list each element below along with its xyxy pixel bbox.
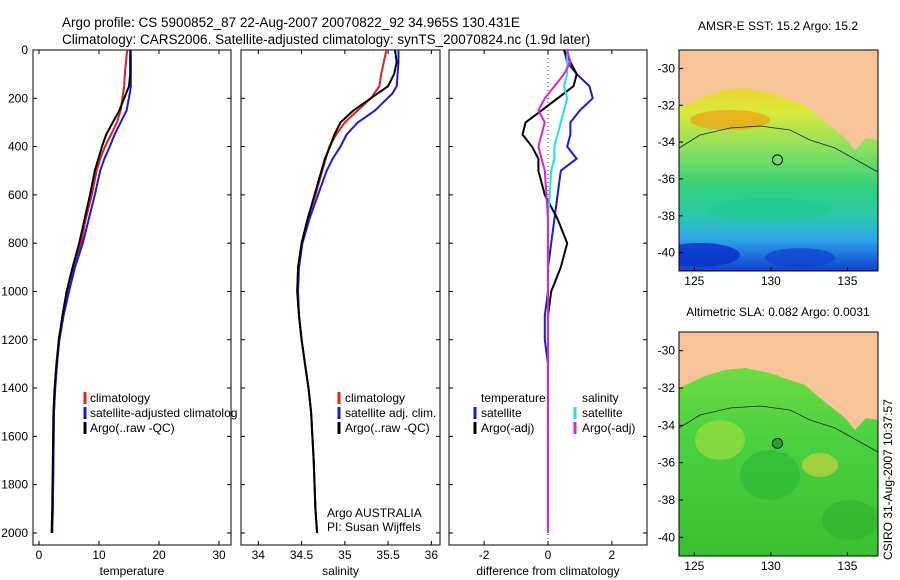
y-tick-label: -34	[658, 135, 676, 149]
sst-map-frame	[678, 49, 879, 272]
legend-label-temp-argo: Argo(-adj)	[481, 421, 534, 435]
y-tick-label: 0	[21, 43, 28, 57]
land-australia	[679, 332, 878, 430]
pi-label: PI: Susan Wijffels	[327, 520, 421, 534]
sla-high-patch	[802, 453, 838, 477]
salinity-legend: climatology satellite adj. clim. Argo(..…	[327, 391, 436, 534]
y-tick-label: 800	[8, 236, 28, 250]
shelf-contour	[679, 405, 878, 453]
series-line	[296, 49, 398, 533]
difference-legend: temperature satellite Argo(-adj) salinit…	[473, 391, 635, 435]
legend-label-climatology: climatology	[90, 391, 150, 405]
legend-label-argo: Argo(..raw -QC)	[345, 421, 430, 435]
x-tick-label: 34.5	[290, 548, 314, 562]
legend-label-temp-satellite: satellite	[481, 406, 522, 420]
y-tick-label: 1600	[1, 429, 28, 443]
difference-panel: -2 0 2 difference from climatology	[448, 49, 648, 578]
x-tick-label: -2	[479, 548, 490, 562]
float-owner-label: Argo AUSTRALIA	[327, 506, 422, 520]
y-tick-label: 1800	[1, 478, 28, 492]
sla-low-patch	[822, 500, 878, 540]
legend-title-salinity: salinity	[582, 391, 619, 405]
plot-frame	[240, 49, 441, 546]
shelf-contour	[679, 125, 878, 173]
x-tick-label: 36	[425, 548, 439, 562]
x-tick-label: 34	[252, 548, 266, 562]
series-line	[50, 50, 132, 533]
sst-map: 125 130 135 -30 -32 -34 -36 -38 -40	[658, 49, 879, 288]
land-australia	[679, 50, 878, 150]
plot-frame	[32, 49, 232, 546]
series-line	[521, 49, 578, 533]
x-tick-label: 130	[761, 559, 781, 573]
sla-map-axes: 125 130 135 -30 -32 -34 -36 -38 -40	[658, 344, 858, 573]
y-tick-label: 1400	[1, 381, 28, 395]
x-axis-label: salinity	[322, 564, 359, 578]
x-tick-label: 35.5	[376, 548, 400, 562]
figure-title-line2: Climatology: CARS2006. Satellite-adjuste…	[62, 32, 590, 47]
sla-map-frame	[678, 331, 879, 557]
legend-label-sal-satellite: satellite	[582, 406, 623, 420]
x-tick-label: 135	[837, 559, 857, 573]
y-tick-label: -40	[658, 530, 676, 544]
temperature-panel: 0 200 400 600 800 1000 1200 1400 1600 1800 2000 0 10…	[1, 43, 232, 578]
x-tick-label: 20	[152, 548, 166, 562]
sst-warm-patch	[690, 110, 770, 130]
x-tick-label: 130	[761, 274, 781, 288]
y-tick-label: -38	[658, 209, 676, 223]
sst-cold-patch	[765, 248, 835, 268]
y-tick-label: -38	[658, 493, 676, 507]
x-tick-label: 0	[36, 548, 43, 562]
y-tick-label: -34	[658, 418, 676, 432]
y-tick-label: 1000	[1, 284, 28, 298]
temperature-legend: climatology satellite-adjusted climatolo…	[83, 391, 237, 435]
sst-map-axes: 125 130 135 -30 -32 -34 -36 -38 -40	[658, 61, 858, 288]
series-line	[537, 49, 572, 533]
x-axis-label: difference from climatology	[476, 564, 619, 578]
y-tick-label: 2000	[1, 526, 28, 540]
y-tick-label: -40	[658, 246, 676, 260]
series-line	[51, 50, 132, 533]
side-timestamp: CSIRO 31-Aug-2007 10:37:57	[881, 399, 895, 560]
figure-title-line1: Argo profile: CS 5900852_87 22-Aug-2007 …	[62, 15, 520, 30]
argo-float-marker	[771, 154, 783, 166]
x-tick-label: 30	[212, 548, 226, 562]
x-axis-label: temperature	[100, 564, 165, 578]
sla-high-patch	[695, 420, 745, 460]
y-tick-label: -36	[658, 456, 676, 470]
x-tick-label: 0	[545, 548, 552, 562]
y-tick-label: -32	[658, 98, 676, 112]
x-tick-label: 135	[837, 274, 857, 288]
y-tick-label: 600	[8, 188, 28, 202]
y-tick-label: 200	[8, 91, 28, 105]
series-line	[51, 49, 129, 533]
sst-map-title: AMSR-E SST: 15.2 Argo: 15.2	[698, 19, 858, 33]
legend-label-argo: Argo(..raw -QC)	[90, 421, 175, 435]
legend-label-sal-argo: Argo(-adj)	[582, 421, 635, 435]
salinity-panel: 34 34.5 35 35.5 36 salinity	[240, 49, 441, 578]
x-tick-label: 35	[338, 548, 352, 562]
legend-label-climatology: climatology	[345, 391, 405, 405]
x-tick-label: 125	[684, 274, 704, 288]
x-tick-label: 2	[609, 548, 616, 562]
sla-low-patch	[740, 450, 800, 500]
sla-map: 125 130 135 -30 -32 -34 -36 -38 -40	[658, 331, 879, 573]
argo-float-marker	[771, 437, 783, 449]
y-tick-label: 400	[8, 140, 28, 154]
y-tick-label: -32	[658, 381, 676, 395]
x-tick-label: 125	[684, 559, 704, 573]
sla-map-title: Altimetric SLA: 0.082 Argo: 0.0031	[686, 305, 870, 319]
legend-label-satellite: satellite adj. clim.	[345, 406, 436, 420]
sst-cold-patch	[679, 243, 740, 267]
legend-label-satellite: satellite-adjusted climatolog	[90, 406, 237, 420]
legend-title-temperature: temperature	[481, 391, 546, 405]
y-tick-label: -30	[658, 344, 676, 358]
x-tick-label: 10	[92, 548, 106, 562]
y-tick-label: 1200	[1, 333, 28, 347]
y-tick-label: -36	[658, 172, 676, 186]
sst-band	[710, 198, 830, 222]
y-tick-label: -30	[658, 61, 676, 75]
